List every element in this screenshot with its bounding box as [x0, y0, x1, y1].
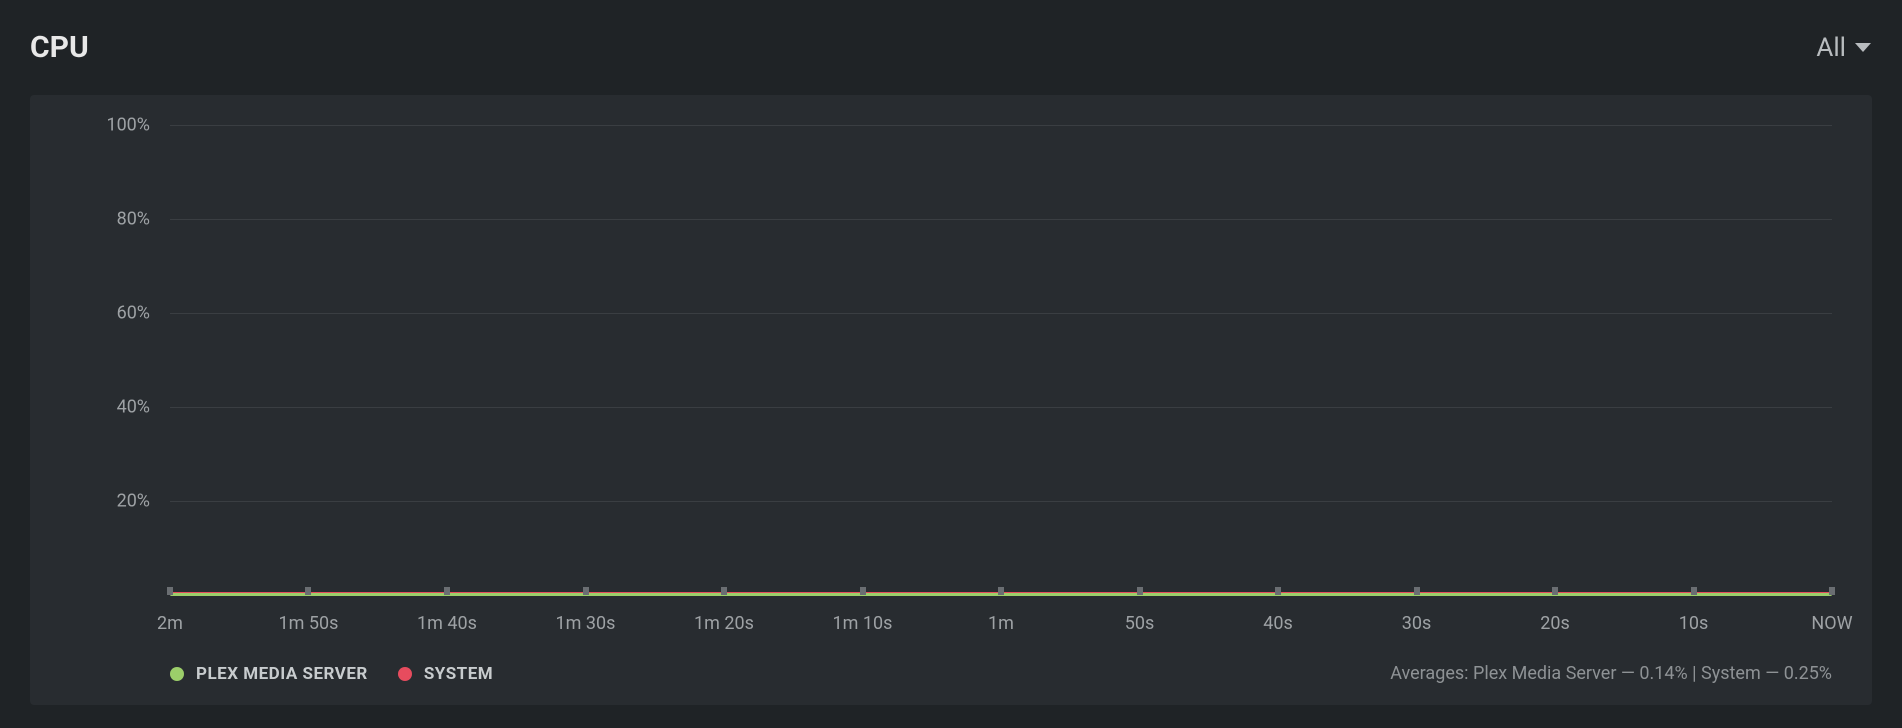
y-tick-label: 60%	[117, 303, 150, 324]
x-tick	[444, 587, 450, 595]
x-tick-label: 1m 50s	[279, 613, 339, 634]
y-tick-label: 80%	[117, 209, 150, 230]
legend-label: PLEX MEDIA SERVER	[196, 664, 368, 684]
x-tick	[1552, 587, 1558, 595]
legend-label: SYSTEM	[424, 664, 493, 684]
x-tick	[167, 587, 173, 595]
x-tick	[860, 587, 866, 595]
x-tick-label: 30s	[1402, 613, 1432, 634]
x-tick-label: 1m 30s	[556, 613, 616, 634]
panel-title: CPU	[30, 30, 89, 65]
x-tick-label: 50s	[1125, 613, 1155, 634]
averages-text: Averages: Plex Media Server — 0.14% | Sy…	[1390, 663, 1832, 684]
x-tick-label: NOW	[1811, 613, 1852, 634]
x-tick-label: 1m 20s	[694, 613, 754, 634]
chevron-down-icon	[1854, 42, 1872, 54]
legend-item[interactable]: PLEX MEDIA SERVER	[170, 664, 368, 684]
x-tick	[1829, 587, 1835, 595]
x-tick	[305, 587, 311, 595]
x-tick-label: 10s	[1679, 613, 1709, 634]
x-tick-label: 1m	[988, 613, 1014, 634]
filter-dropdown[interactable]: All	[1816, 33, 1872, 63]
x-tick-label: 2m	[157, 613, 183, 634]
x-tick-label: 40s	[1263, 613, 1293, 634]
x-tick-label: 1m 40s	[417, 613, 477, 634]
chart-footer: PLEX MEDIA SERVER SYSTEM Averages: Plex M…	[170, 663, 1832, 684]
filter-label: All	[1816, 33, 1846, 63]
x-tick	[998, 587, 1004, 595]
panel-header: CPU All	[30, 30, 1872, 65]
x-tick-marks	[170, 125, 1832, 595]
x-tick	[1414, 587, 1420, 595]
y-tick-label: 20%	[117, 491, 150, 512]
x-tick	[721, 587, 727, 595]
x-axis-labels: 2m1m 50s1m 40s1m 30s1m 20s1m 10s1m50s40s…	[170, 605, 1832, 645]
legend-item[interactable]: SYSTEM	[398, 664, 493, 684]
legend-swatch	[170, 667, 184, 681]
x-tick	[1691, 587, 1697, 595]
x-tick-label: 20s	[1540, 613, 1570, 634]
x-tick	[583, 587, 589, 595]
y-axis: 100%80%60%40%20%	[60, 125, 160, 595]
chart-area: 100%80%60%40%20%	[60, 125, 1842, 595]
cpu-panel: CPU All 100%80%60%40%20% 2m1m 50s1m 40s1…	[0, 0, 1902, 728]
legend: PLEX MEDIA SERVER SYSTEM	[170, 664, 493, 684]
legend-swatch	[398, 667, 412, 681]
y-tick-label: 40%	[117, 397, 150, 418]
x-tick	[1275, 587, 1281, 595]
x-tick-label: 1m 10s	[833, 613, 893, 634]
x-tick	[1137, 587, 1143, 595]
y-tick-label: 100%	[106, 115, 150, 136]
chart-card: 100% 80% 60% 40% 20% 2m 1m 50s 1m 40s 1m 30s 1m …	[30, 95, 1872, 705]
